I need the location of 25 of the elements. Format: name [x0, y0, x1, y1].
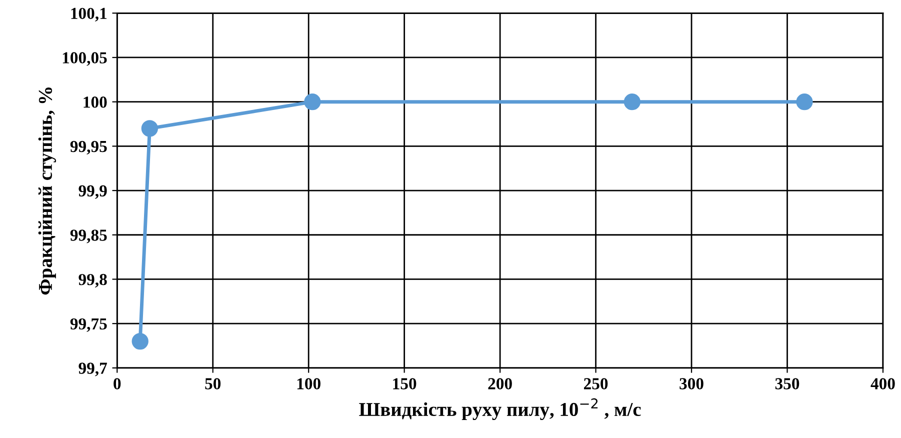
y-tick-label: 99,75	[70, 318, 107, 332]
y-tick-label: 100	[84, 96, 107, 108]
x-tick-label: 50	[205, 378, 221, 390]
y-tick-label: 100,05	[62, 52, 107, 66]
point	[304, 94, 321, 110]
x-tick-label: 150	[393, 378, 416, 390]
y-tick-label: 99,9	[78, 185, 107, 199]
point	[796, 94, 813, 110]
y-tick-label: 100,1	[71, 8, 107, 22]
y-tick-label: 99,95	[70, 140, 107, 155]
x-tick-label: 100	[297, 378, 320, 390]
y-tick-label: 99,85	[70, 230, 107, 244]
x-tick-label: 250	[584, 378, 608, 390]
y-tick-label: 99,8	[78, 274, 107, 288]
x-tick-label: 350	[775, 378, 800, 390]
point	[624, 94, 640, 110]
x-tick-label: 0	[114, 378, 121, 390]
y-axis-title: Фракційний ступінь, %	[38, 88, 56, 295]
y-tick-label: 99,7	[78, 362, 107, 376]
point	[141, 120, 158, 137]
x-tick-label: 200	[488, 378, 512, 390]
point	[132, 332, 148, 350]
x-axis-title: Швидкість руху пилу, 10$^{−2}$ , м/с	[359, 398, 641, 420]
x-tick-label: 400	[870, 378, 895, 390]
x-tick-label: 300	[680, 378, 704, 390]
